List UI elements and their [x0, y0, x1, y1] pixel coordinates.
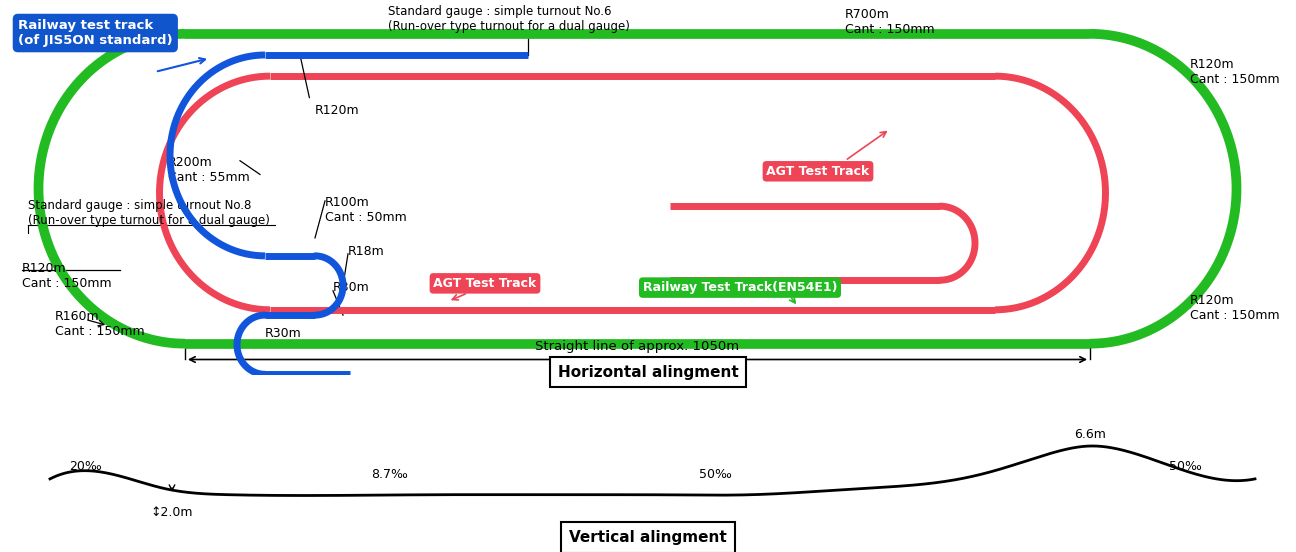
Text: R120m: R120m	[315, 104, 359, 116]
Text: 50‰: 50‰	[699, 468, 731, 481]
Text: Straight line of approx. 1050m: Straight line of approx. 1050m	[535, 340, 740, 353]
Text: 50‰: 50‰	[1169, 460, 1201, 473]
Text: R18m: R18m	[349, 245, 385, 258]
Text: R200m
Cant : 55mm: R200m Cant : 55mm	[168, 156, 250, 184]
Text: R100m
Cant : 50mm: R100m Cant : 50mm	[325, 195, 407, 224]
Text: R120m
Cant : 150mm: R120m Cant : 150mm	[1190, 58, 1279, 86]
Text: R700m
Cant : 150mm: R700m Cant : 150mm	[845, 8, 934, 36]
Text: R120m
Cant : 150mm: R120m Cant : 150mm	[1190, 294, 1279, 322]
Text: Horizontal alingment: Horizontal alingment	[557, 365, 739, 380]
Text: R30m: R30m	[333, 281, 369, 294]
Text: AGT Test Track: AGT Test Track	[766, 165, 870, 178]
Text: AGT Test Track: AGT Test Track	[433, 277, 537, 290]
Text: R30m: R30m	[264, 327, 302, 339]
Text: R160m
Cant : 150mm: R160m Cant : 150mm	[54, 310, 145, 338]
Text: R120m
Cant : 150mm: R120m Cant : 150mm	[22, 262, 111, 290]
Text: 6.6m: 6.6m	[1074, 428, 1105, 441]
Text: Standard gauge : simple turnout No.6
(Run-over type turnout for a dual gauge): Standard gauge : simple turnout No.6 (Ru…	[388, 6, 630, 33]
Text: Railway test track
(of JIS5ON standard): Railway test track (of JIS5ON standard)	[18, 19, 172, 47]
Text: 20‰: 20‰	[69, 460, 101, 473]
Text: 8.7‰: 8.7‰	[372, 468, 408, 481]
Text: Vertical alingment: Vertical alingment	[569, 530, 727, 545]
Text: ↕2.0m: ↕2.0m	[150, 506, 193, 519]
Text: Standard gauge : simple turnout No.8
(Run-over type turnout for a dual gauge): Standard gauge : simple turnout No.8 (Ru…	[29, 199, 270, 227]
Text: Railway Test Track(EN54E1): Railway Test Track(EN54E1)	[643, 281, 837, 294]
